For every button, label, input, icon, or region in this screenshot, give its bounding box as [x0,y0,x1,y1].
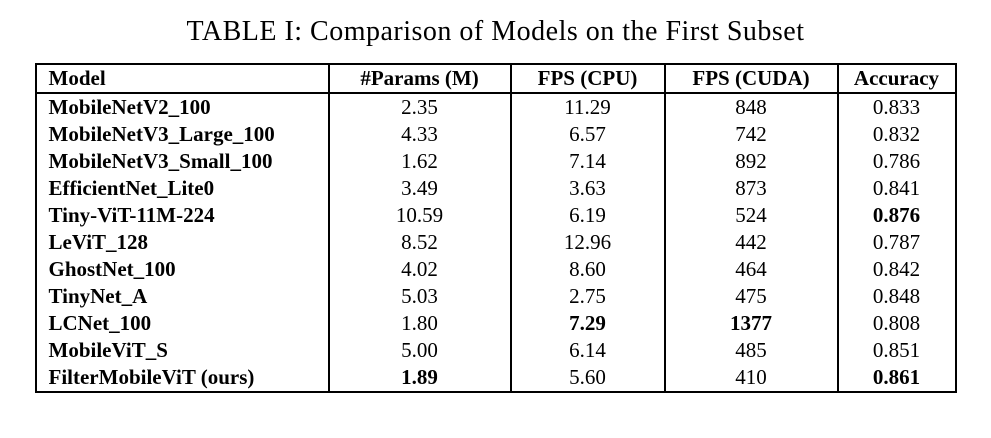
cell-fps_cpu: 6.19 [509,202,665,229]
cell-params: 8.52 [327,229,511,256]
cell-model: EfficientNet_Lite0 [48,176,215,200]
cell-model: LeViT_128 [48,230,149,254]
table-row: LCNet_100 1.80 7.29 1377 0.808 [36,310,956,337]
cell-params: 1.89 [327,364,511,392]
cell-accuracy: 0.787 [836,229,956,256]
cell-fps_cuda: 485 [663,337,838,364]
cell-accuracy: 0.808 [836,310,956,337]
cell-accuracy: 0.833 [836,93,956,121]
cell-fps_cuda: 475 [663,283,838,310]
table-row: Tiny-ViT-11M-224 10.59 6.19 524 0.876 [36,202,956,229]
cell-params: 3.49 [327,175,511,202]
table-caption: TABLE I: Comparison of Models on the Fir… [186,16,805,47]
cell-params: 10.59 [327,202,511,229]
cell-params: 4.02 [327,256,511,283]
cell-model: MobileViT_S [48,338,168,362]
cell-fps_cuda: 524 [663,202,838,229]
table-row: EfficientNet_Lite0 3.49 3.63 873 0.841 [36,175,956,202]
cell-model: FilterMobileViT (ours) [48,365,255,389]
cell-fps_cpu: 2.75 [509,283,665,310]
cell-fps_cuda: 873 [663,175,838,202]
header-cell-params: #Params (M) [327,64,511,94]
header-cell-model: Model [35,64,329,94]
table-row: TinyNet_A 5.03 2.75 475 0.848 [36,283,956,310]
table-body: MobileNetV2_100 2.35 11.29 848 0.833 MobileNe… [36,93,956,392]
table-row: MobileNetV2_100 2.35 11.29 848 0.833 [36,93,956,121]
cell-params: 1.80 [327,310,511,337]
cell-accuracy: 0.848 [836,283,956,310]
cell-accuracy: 0.851 [836,337,956,364]
table-row: MobileNetV3_Large_100 4.33 6.57 742 0.832 [36,121,956,148]
cell-fps_cpu: 5.60 [509,364,665,392]
model-comparison-table: Model #Params (M) FPS (CPU) FPS (CUDA) Accur… [34,63,957,393]
cell-model: Tiny-ViT-11M-224 [48,203,215,227]
header-row: Model #Params (M) FPS (CPU) FPS (CUDA) Accur… [35,64,956,94]
cell-fps_cuda: 892 [663,148,838,175]
cell-fps_cuda: 742 [663,121,838,148]
cell-fps_cpu: 7.29 [509,310,665,337]
table-row: GhostNet_100 4.02 8.60 464 0.842 [36,256,956,283]
cell-params: 4.33 [327,121,511,148]
cell-fps_cuda: 1377 [663,310,838,337]
header-cell-accuracy: Accuracy [836,64,956,94]
header-cell-fps_cuda: FPS (CUDA) [663,64,838,94]
cell-accuracy: 0.841 [836,175,956,202]
cell-fps_cpu: 3.63 [509,175,665,202]
cell-fps_cpu: 12.96 [509,229,665,256]
cell-accuracy: 0.786 [836,148,956,175]
table-row: MobileNetV3_Small_100 1.62 7.14 892 0.786 [36,148,956,175]
cell-fps_cpu: 11.29 [509,93,665,121]
cell-fps_cpu: 6.57 [509,121,665,148]
paper-page: TABLE I: Comparison of Models on the Fir… [0,16,991,393]
header-cell-fps_cpu: FPS (CPU) [509,64,665,94]
cell-model: MobileNetV3_Small_100 [48,149,273,173]
cell-params: 5.03 [327,283,511,310]
cell-accuracy: 0.832 [836,121,956,148]
cell-accuracy: 0.876 [836,202,956,229]
cell-fps_cpu: 6.14 [509,337,665,364]
cell-model: LCNet_100 [48,311,152,335]
cell-fps_cpu: 8.60 [509,256,665,283]
cell-model: TinyNet_A [48,284,148,308]
cell-fps_cpu: 7.14 [509,148,665,175]
cell-fps_cuda: 464 [663,256,838,283]
cell-fps_cuda: 848 [663,93,838,121]
cell-accuracy: 0.861 [836,364,956,392]
cell-fps_cuda: 410 [663,364,838,392]
cell-model: GhostNet_100 [48,257,176,281]
cell-model: MobileNetV2_100 [48,95,211,119]
cell-fps_cuda: 442 [663,229,838,256]
cell-params: 5.00 [327,337,511,364]
cell-params: 2.35 [327,93,511,121]
cell-model: MobileNetV3_Large_100 [48,122,275,146]
cell-params: 1.62 [327,148,511,175]
table-row: FilterMobileViT (ours) 1.89 5.60 410 0.861 [36,364,956,392]
table-row: LeViT_128 8.52 12.96 442 0.787 [36,229,956,256]
cell-accuracy: 0.842 [836,256,956,283]
table-row: MobileViT_S 5.00 6.14 485 0.851 [36,337,956,364]
